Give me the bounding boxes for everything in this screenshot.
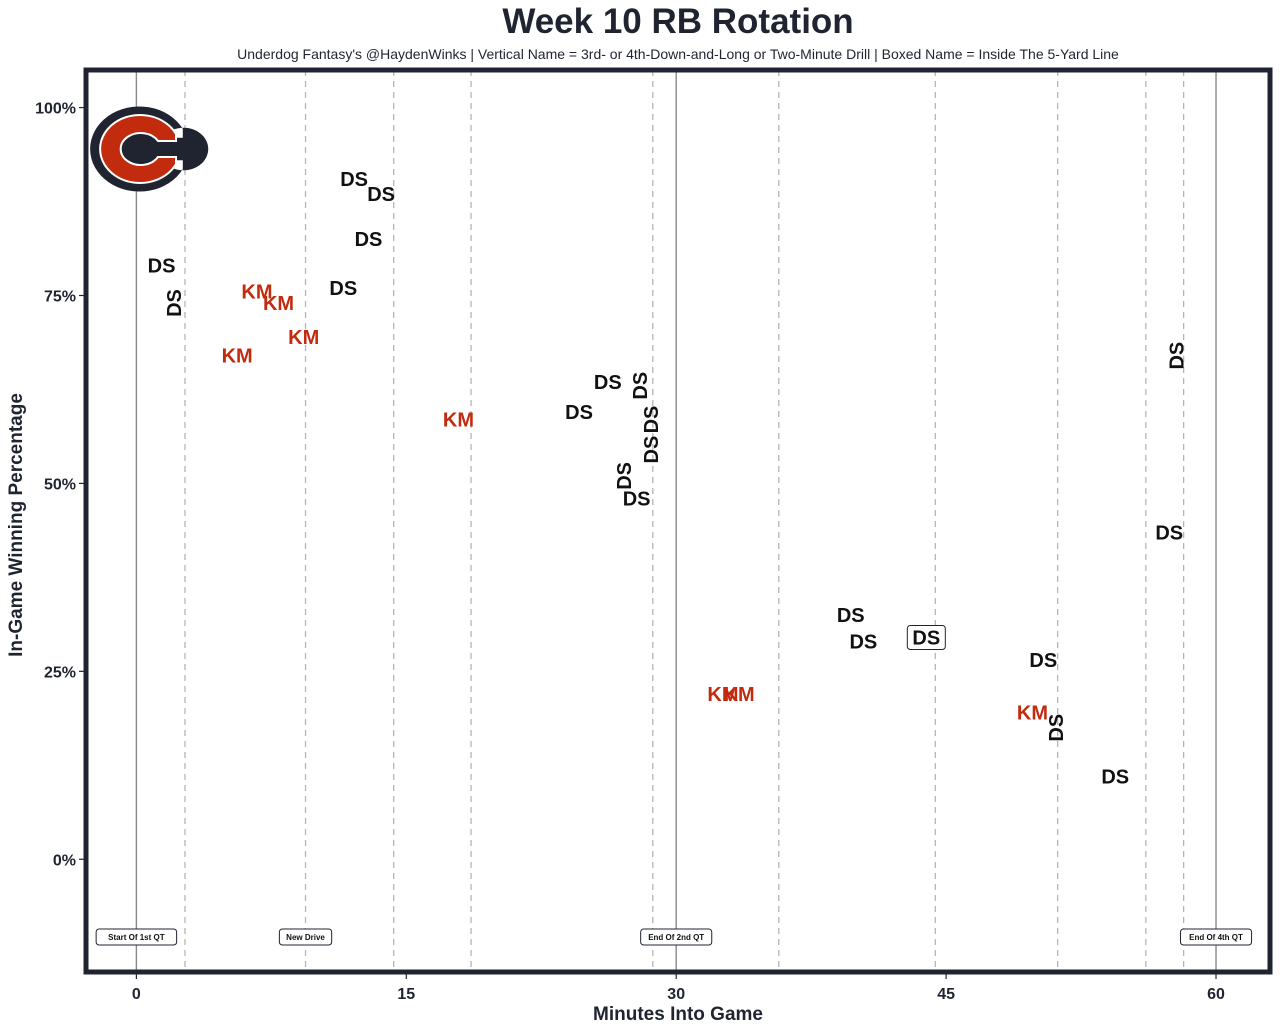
x-tick-label: 45 bbox=[937, 986, 955, 1003]
rb-label-text: KM bbox=[288, 327, 319, 349]
rb-label-text: KM bbox=[707, 684, 738, 706]
y-tick-label: 0% bbox=[53, 852, 76, 869]
chart-subtitle: Underdog Fantasy's @HaydenWinks | Vertic… bbox=[237, 46, 1119, 62]
rb-label-km-normal: KM bbox=[1017, 703, 1048, 725]
x-tick-label: 0 bbox=[132, 986, 141, 1003]
rb-label-ds-normal: DS bbox=[1101, 767, 1129, 789]
rb-label-text: DS bbox=[1046, 714, 1068, 742]
rb-label-text: DS bbox=[1166, 342, 1188, 370]
rb-label-text: KM bbox=[1017, 703, 1048, 725]
rb-label-text: DS bbox=[340, 169, 368, 191]
rb-label-ds-normal: DS bbox=[355, 229, 383, 251]
rb-label-km-normal: KM bbox=[724, 684, 755, 706]
vertical-reference-lines bbox=[135, 70, 1217, 972]
x-tick-label: 30 bbox=[667, 986, 685, 1003]
rb-label-text: DS bbox=[641, 436, 663, 464]
rb-label-ds-normal: DS bbox=[1155, 522, 1183, 544]
y-tick-label: 50% bbox=[44, 476, 76, 493]
chart-title: Week 10 RB Rotation bbox=[502, 2, 853, 41]
event-marker-label: End Of 2nd QT bbox=[648, 933, 704, 942]
event-marker-box bbox=[95, 928, 178, 946]
rb-label-text: DS bbox=[594, 372, 622, 394]
inside-five-box bbox=[906, 625, 946, 651]
rb-label-text: DS bbox=[355, 229, 383, 251]
rb-label-text: DS bbox=[630, 372, 652, 400]
rb-label-text: DS bbox=[849, 631, 877, 653]
team-logo bbox=[90, 106, 209, 192]
rb-label-ds-normal: DS bbox=[837, 605, 865, 627]
rb-label-text: KM bbox=[724, 684, 755, 706]
rb-label-km-normal: KM bbox=[443, 410, 474, 432]
event-marker-box bbox=[278, 928, 333, 946]
rb-label-ds-normal: DS bbox=[565, 402, 593, 424]
event-marker-label: New Drive bbox=[286, 933, 325, 942]
plot-frame bbox=[83, 67, 1273, 975]
event-marker-box bbox=[1179, 928, 1253, 946]
rb-label-ds-normal: DS bbox=[367, 184, 395, 206]
event-marker-box bbox=[640, 928, 713, 946]
rb-label-km-normal: KM bbox=[263, 293, 294, 315]
rb-label-text: DS bbox=[164, 289, 186, 317]
rb-label-text: DS bbox=[641, 406, 663, 434]
x-tick-label: 15 bbox=[397, 986, 415, 1003]
rb-label-text: DS bbox=[367, 184, 395, 206]
y-tick-label: 75% bbox=[44, 289, 76, 306]
rb-label-ds-boxed: DS bbox=[906, 625, 946, 651]
rb-label-ds-normal: DS bbox=[594, 372, 622, 394]
rb-label-text: DS bbox=[623, 488, 651, 510]
rb-label-ds-normal: DS bbox=[623, 488, 651, 510]
rb-label-text: DS bbox=[329, 278, 357, 300]
event-marker: Start Of 1st QT bbox=[95, 928, 178, 946]
y-axis-label: In-Game Winning Percentage bbox=[6, 393, 27, 657]
rb-label-ds-vertical: DS bbox=[641, 436, 663, 464]
rb-label-text: KM bbox=[443, 410, 474, 432]
rb-label-text: DS bbox=[614, 462, 636, 490]
rb-label-km-normal: KM bbox=[707, 684, 738, 706]
rb-label-ds-vertical: DS bbox=[630, 372, 652, 400]
rb-label-text: DS bbox=[148, 255, 176, 277]
rb-label-text: DS bbox=[1101, 767, 1129, 789]
rb-label-ds-normal: DS bbox=[1029, 650, 1057, 672]
axes: 0 15 30 45 60 0% 25% 50% 75% 100% bbox=[35, 101, 1225, 1003]
rb-label-ds-vertical: DS bbox=[1166, 342, 1188, 370]
event-marker-label: Start Of 1st QT bbox=[108, 933, 165, 942]
bears-logo-icon bbox=[90, 106, 209, 192]
rb-label-km-normal: KM bbox=[288, 327, 319, 349]
rb-label-text: KM bbox=[241, 282, 272, 304]
rb-label-ds-vertical: DS bbox=[164, 289, 186, 317]
event-markers: Start Of 1st QT New Drive End Of 2nd QT End… bbox=[95, 928, 1253, 946]
x-axis-label: Minutes Into Game bbox=[593, 1004, 763, 1025]
rb-label-text: DS bbox=[1155, 522, 1183, 544]
rb-label-ds-normal: DS bbox=[340, 169, 368, 191]
rb-label-ds-vertical: DS bbox=[641, 406, 663, 434]
rb-label-km-normal: KM bbox=[222, 346, 253, 368]
rb-label-text: DS bbox=[565, 402, 593, 424]
rb-label-ds-vertical: DS bbox=[1046, 714, 1068, 742]
y-tick-label: 25% bbox=[44, 664, 76, 681]
y-tick-label: 100% bbox=[35, 101, 76, 118]
rb-label-text: KM bbox=[222, 346, 253, 368]
event-marker: End Of 4th QT bbox=[1179, 928, 1253, 946]
rb-label-ds-normal: DS bbox=[329, 278, 357, 300]
rb-label-text: DS bbox=[837, 605, 865, 627]
rb-label-text: DS bbox=[912, 628, 940, 650]
rb-label-km-normal: KM bbox=[241, 282, 272, 304]
rb-label-ds-normal: DS bbox=[849, 631, 877, 653]
x-tick-label: 60 bbox=[1207, 986, 1225, 1003]
event-marker: End Of 2nd QT bbox=[640, 928, 713, 946]
rb-label-ds-normal: DS bbox=[148, 255, 176, 277]
rb-label-text: KM bbox=[263, 293, 294, 315]
event-marker-label: End Of 4th QT bbox=[1189, 933, 1243, 942]
event-marker: New Drive bbox=[278, 928, 333, 946]
rb-label-text: DS bbox=[1029, 650, 1057, 672]
rb-label-ds-vertical: DS bbox=[614, 462, 636, 490]
